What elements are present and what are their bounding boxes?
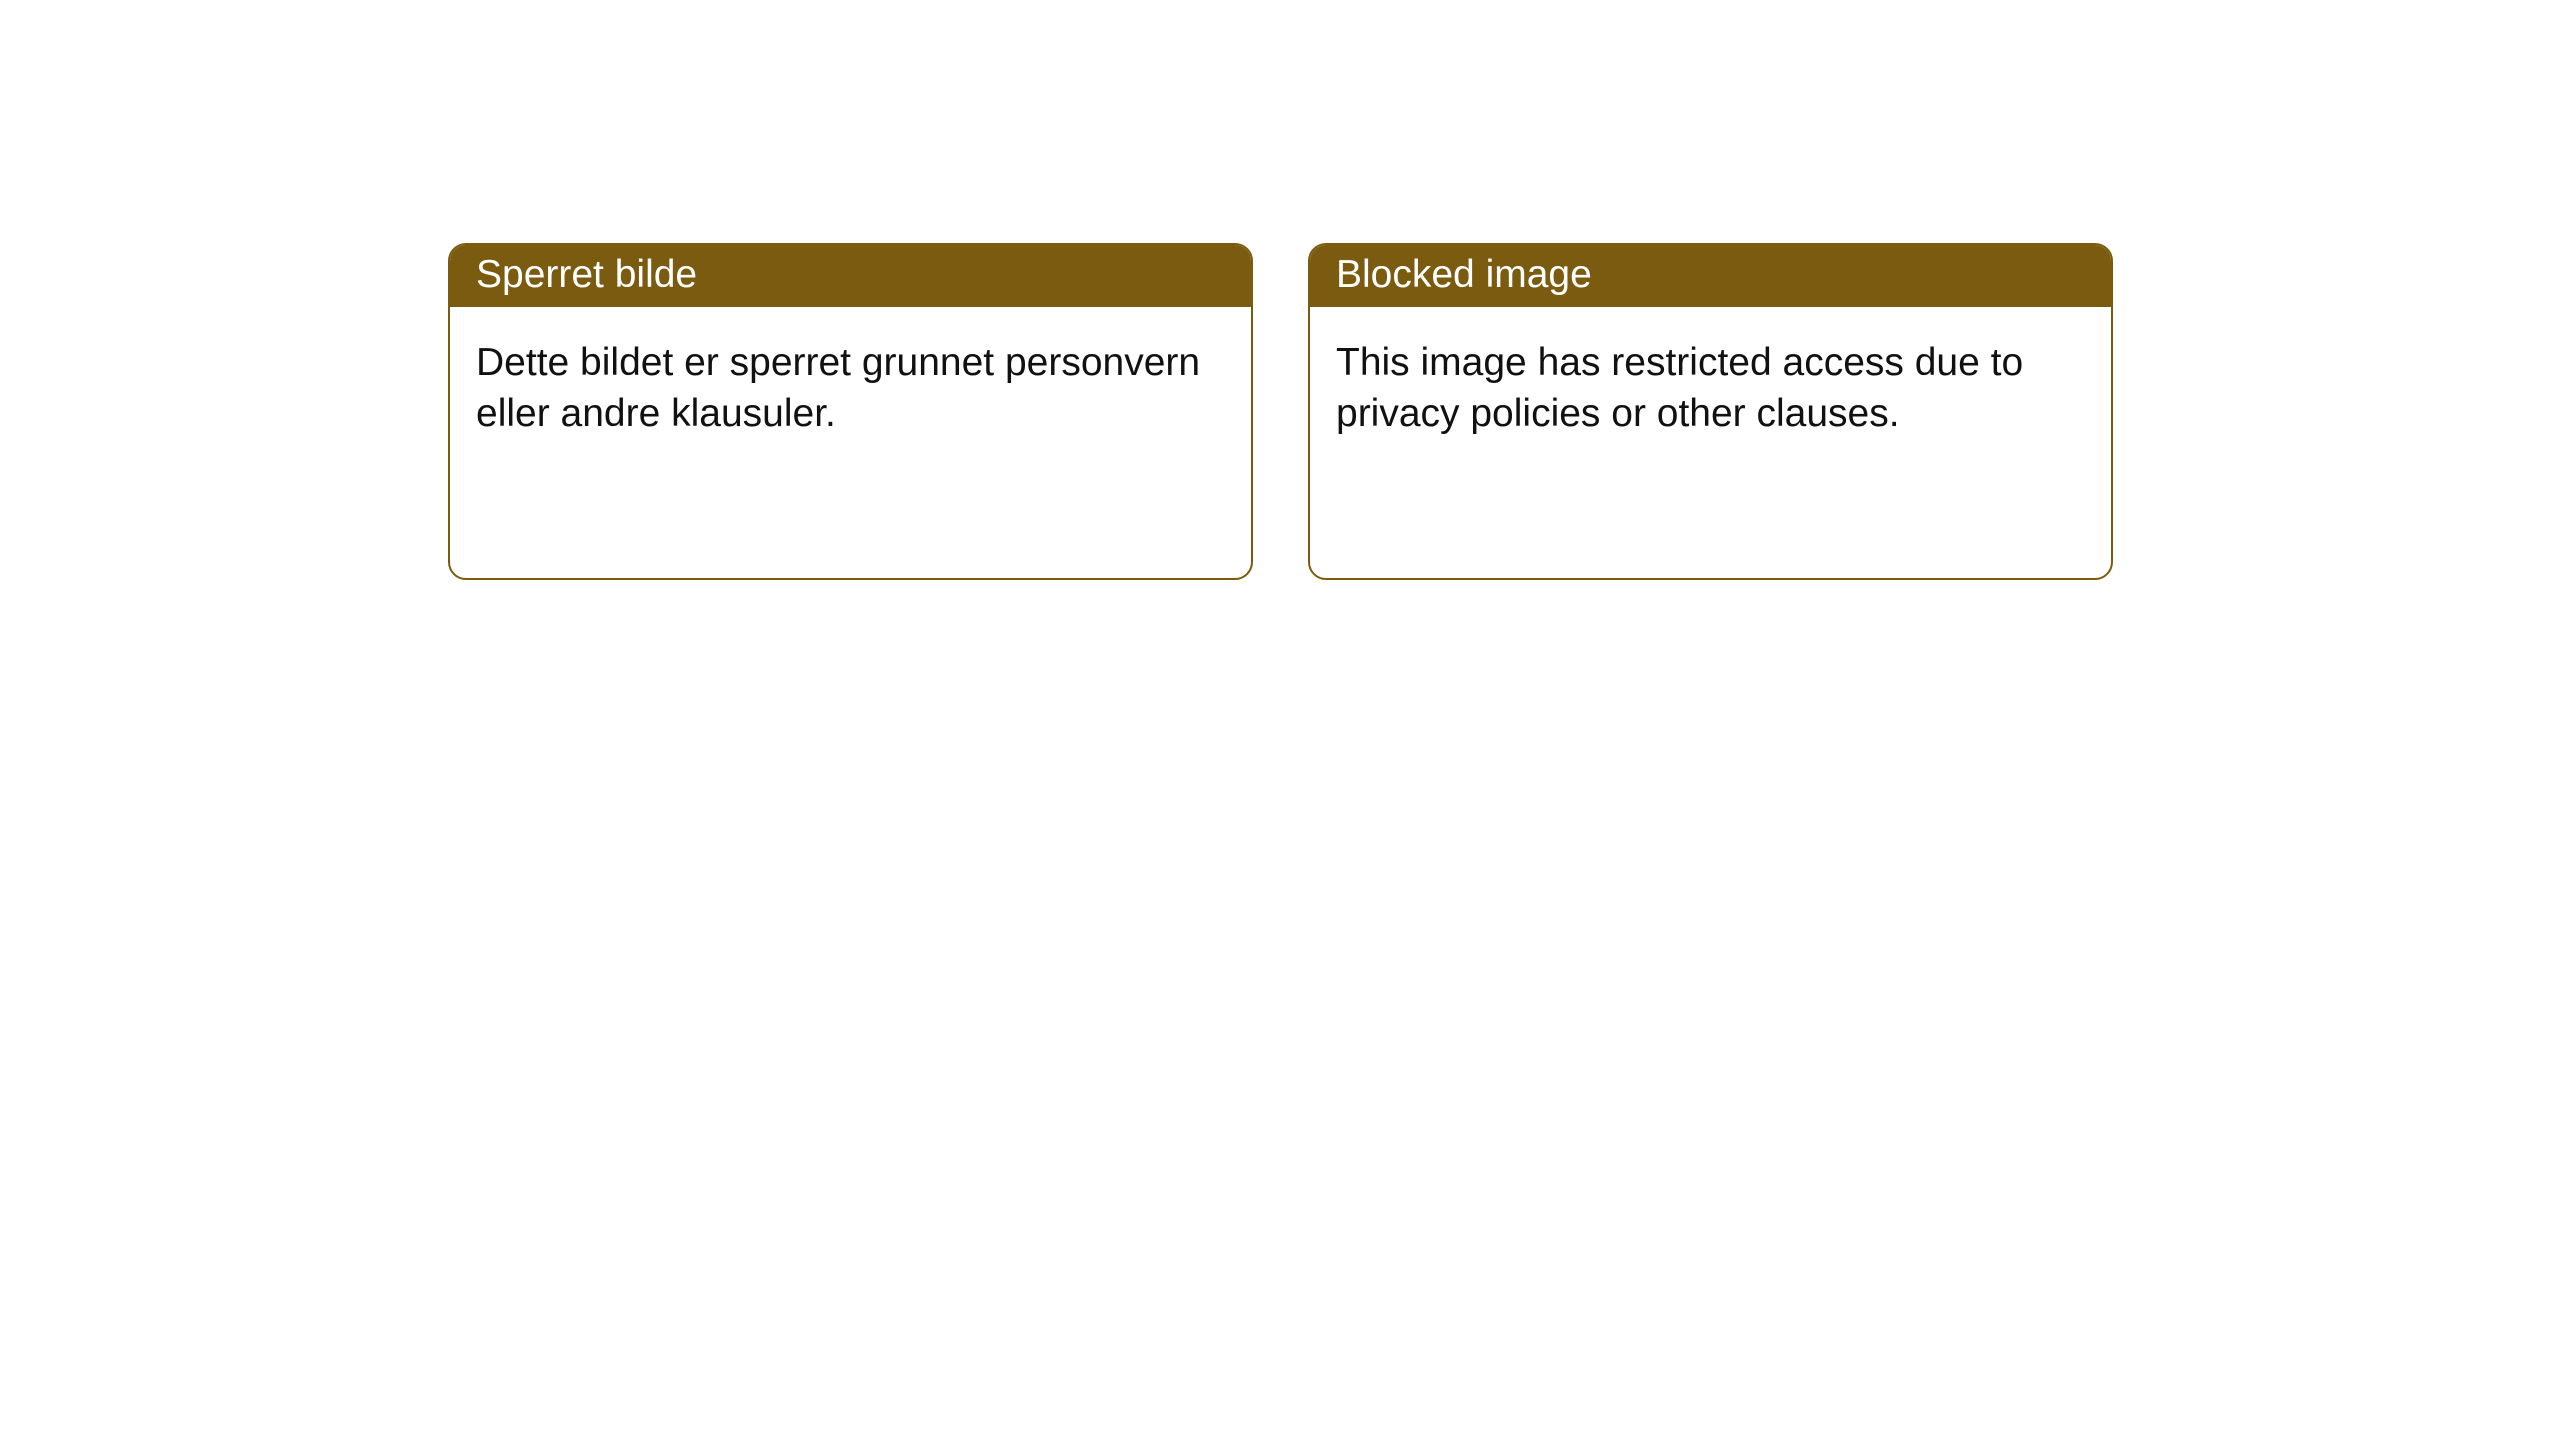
notice-body-no: Dette bildet er sperret grunnet personve… xyxy=(450,307,1251,578)
notice-card-no: Sperret bilde Dette bildet er sperret gr… xyxy=(448,243,1253,580)
notice-header-en: Blocked image xyxy=(1310,245,2111,307)
notice-row: Sperret bilde Dette bildet er sperret gr… xyxy=(448,243,2113,580)
notice-body-en: This image has restricted access due to … xyxy=(1310,307,2111,578)
page-canvas: Sperret bilde Dette bildet er sperret gr… xyxy=(0,0,2560,1440)
notice-header-no: Sperret bilde xyxy=(450,245,1251,307)
notice-card-en: Blocked image This image has restricted … xyxy=(1308,243,2113,580)
